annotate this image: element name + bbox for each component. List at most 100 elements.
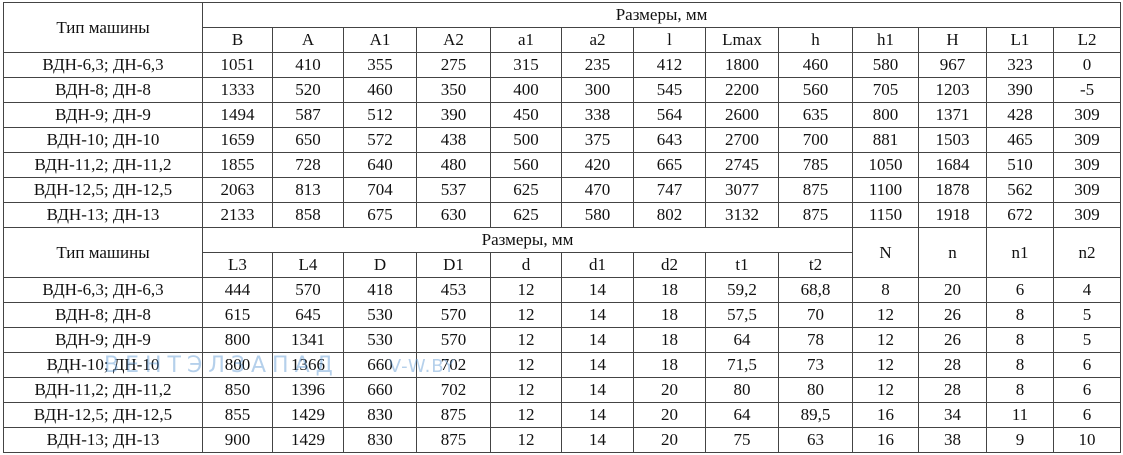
cell: 1918 — [918, 202, 987, 228]
cell: 14 — [561, 427, 634, 453]
table-row: ВДН-6,3; ДН-6,3 444 570 418 453 12 14 18 59,2 68,… — [3, 277, 1122, 303]
cell: 1150 — [852, 202, 919, 228]
cell: 64 — [705, 402, 779, 428]
cell: 0 — [1052, 52, 1122, 78]
column-header: D — [343, 252, 417, 278]
cell: 460 — [778, 52, 853, 78]
cell: 10 — [1052, 427, 1122, 453]
column-header: a2 — [561, 27, 634, 53]
cell: 802 — [633, 202, 706, 228]
cell: 967 — [918, 52, 987, 78]
cell: 881 — [852, 127, 919, 153]
cell: 16 — [852, 427, 919, 453]
table-row: L3 L4 D D1 d d1 d2 t1 t2 — [4, 252, 1121, 278]
cell: 89,5 — [778, 402, 853, 428]
table-row: ВДН-8; ДН-8 615 645 530 570 12 14 18 57,5 70 12 26 8… — [3, 302, 1122, 328]
cell: 70 — [778, 302, 853, 328]
column-header: L4 — [272, 252, 344, 278]
table-row: ВДН-13; ДН-13 900 1429 830 875 12 14 20 75 63 16 38… — [3, 427, 1122, 453]
cell: 28 — [918, 377, 987, 403]
cell: 587 — [272, 102, 344, 128]
cell: 14 — [561, 352, 634, 378]
cell: 1371 — [918, 102, 987, 128]
column-header: d1 — [561, 252, 634, 278]
cell: 875 — [778, 177, 853, 203]
column-header: h — [778, 27, 853, 53]
cell: 18 — [633, 327, 706, 353]
cell: 2745 — [705, 152, 779, 178]
cell: 38 — [918, 427, 987, 453]
cell: 6 — [1052, 402, 1122, 428]
cell: -5 — [1052, 77, 1122, 103]
cell: 530 — [343, 302, 417, 328]
cell: 68,8 — [778, 277, 853, 303]
cell: 2600 — [705, 102, 779, 128]
row-label: ВДН-8; ДН-8 — [3, 77, 203, 103]
cell: 428 — [986, 102, 1054, 128]
column-header: A — [272, 27, 344, 53]
cell: 453 — [416, 277, 491, 303]
column-header: a1 — [490, 27, 562, 53]
table-row: ВДН-9; ДН-9 1494 587 512 390 450 338 564 2600 635… — [3, 102, 1122, 128]
cell: 12 — [852, 327, 919, 353]
column-header: L1 — [986, 27, 1054, 53]
cell: 570 — [272, 277, 344, 303]
cell: 564 — [633, 102, 706, 128]
column-header: t2 — [778, 252, 853, 278]
cell: 80 — [778, 377, 853, 403]
column-header: d — [490, 252, 562, 278]
cell: 309 — [1052, 152, 1122, 178]
table-row: ВДН-12,5; ДН-12,5 855 1429 830 875 12 14 20 64 89… — [3, 402, 1122, 428]
cell: 875 — [778, 202, 853, 228]
cell: 410 — [272, 52, 344, 78]
table-row: ВДН-6,3; ДН-6,3 1051 410 355 275 315 235 412 180… — [3, 52, 1122, 78]
cell: 645 — [272, 302, 344, 328]
row-label: ВДН-13; ДН-13 — [3, 427, 203, 453]
cell: 640 — [343, 152, 417, 178]
group-header: Размеры, мм — [202, 227, 853, 253]
column-header: N — [852, 227, 919, 278]
cell: 34 — [918, 402, 987, 428]
cell: 350 — [416, 77, 491, 103]
cell: 12 — [490, 277, 562, 303]
cell: 26 — [918, 302, 987, 328]
column-header: l — [633, 27, 706, 53]
cell: 14 — [561, 302, 634, 328]
cell: 6 — [986, 277, 1054, 303]
cell: 830 — [343, 402, 417, 428]
cell: 20 — [633, 402, 706, 428]
cell: 2700 — [705, 127, 779, 153]
row-label: ВДН-11,2; ДН-11,2 — [3, 152, 203, 178]
cell: 12 — [852, 377, 919, 403]
cell: 12 — [490, 302, 562, 328]
cell: 323 — [986, 52, 1054, 78]
cell: 80 — [705, 377, 779, 403]
row-label: ВДН-11,2; ДН-11,2 — [3, 377, 203, 403]
cell: 510 — [986, 152, 1054, 178]
cell: 1684 — [918, 152, 987, 178]
cell: 570 — [416, 302, 491, 328]
dimensions-table: Тип машины Размеры, мм B A A1 A2 a1 a2 l Lmax h h1 H… — [3, 2, 1122, 453]
cell: 900 — [202, 427, 273, 453]
column-header: L3 — [202, 252, 273, 278]
cell: 418 — [343, 277, 417, 303]
cell: 675 — [343, 202, 417, 228]
cell: 858 — [272, 202, 344, 228]
column-header: h1 — [852, 27, 919, 53]
cell: 650 — [272, 127, 344, 153]
cell: 813 — [272, 177, 344, 203]
row-label: ВДН-10; ДН-10 — [3, 127, 203, 153]
row-label: ВДН-9; ДН-9 — [3, 102, 203, 128]
cell: 2200 — [705, 77, 779, 103]
cell: 660 — [343, 377, 417, 403]
cell: 63 — [778, 427, 853, 453]
cell: 8 — [986, 327, 1054, 353]
cell: 12 — [852, 302, 919, 328]
row-header: Тип машины — [3, 227, 203, 278]
cell: 700 — [778, 127, 853, 153]
cell: 800 — [202, 327, 273, 353]
table-row: ВДН-12,5; ДН-12,5 2063 813 704 537 625 470 747 3… — [3, 177, 1122, 203]
cell: 1100 — [852, 177, 919, 203]
cell: 1050 — [852, 152, 919, 178]
row-label: ВДН-9; ДН-9 — [3, 327, 203, 353]
